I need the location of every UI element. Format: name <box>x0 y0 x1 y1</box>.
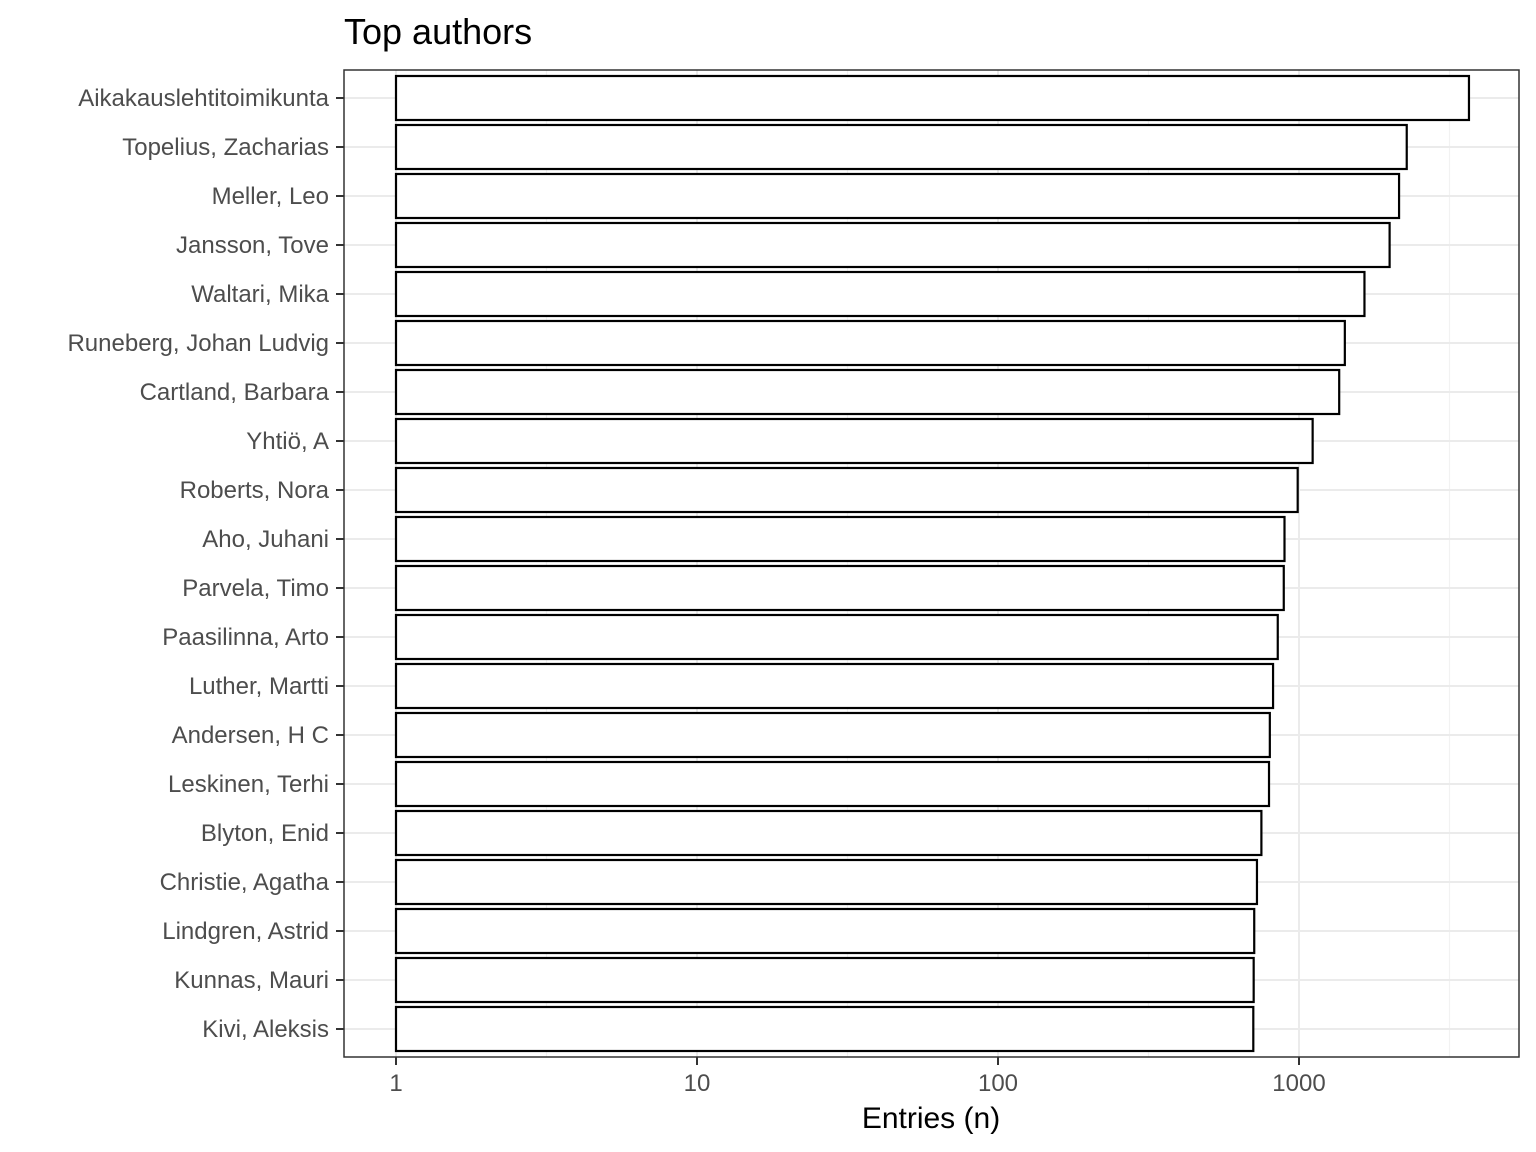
x-axis: 1 10 100 1000 <box>389 1057 1326 1097</box>
x-tick-label: 10 <box>684 1070 711 1097</box>
bar <box>394 711 1271 759</box>
y-tick-label: Lindgren, Astrid <box>162 918 329 945</box>
bar <box>394 809 1263 857</box>
bar <box>394 515 1286 563</box>
bar <box>394 956 1255 1004</box>
bar <box>394 221 1391 269</box>
x-tick-label: 100 <box>978 1070 1018 1097</box>
plot-panel-border <box>343 69 1520 1058</box>
y-tick-label: Christie, Agatha <box>160 869 330 896</box>
y-tick-label: Luther, Martti <box>189 673 329 700</box>
y-tick-label: Cartland, Barbara <box>140 379 330 406</box>
bar <box>394 466 1299 514</box>
y-tick-label: Kunnas, Mauri <box>174 967 329 994</box>
y-tick-label: Roberts, Nora <box>180 477 330 504</box>
y-tick-label: Aho, Juhani <box>202 526 329 553</box>
y-tick-label: Parvela, Timo <box>182 575 329 602</box>
x-tick-label: 1 <box>389 1070 402 1097</box>
y-tick-label: Aikakauslehtitoimikunta <box>78 85 329 112</box>
bar <box>394 564 1285 612</box>
bar <box>394 123 1408 171</box>
y-tick-label: Yhtiö, A <box>246 428 329 455</box>
y-tick-label: Leskinen, Terhi <box>168 771 329 798</box>
bar <box>394 319 1346 367</box>
bar <box>394 1005 1255 1053</box>
bar <box>394 760 1271 808</box>
bar <box>394 368 1341 416</box>
y-tick-label: Paasilinna, Arto <box>162 624 329 651</box>
x-axis-title: Entries (n) <box>862 1102 1000 1135</box>
bar <box>394 858 1259 906</box>
bar <box>394 613 1279 661</box>
y-tick-label: Runeberg, Johan Ludvig <box>67 330 329 357</box>
y-axis: Aikakauslehtitoimikunta Topelius, Zachari… <box>67 85 344 1043</box>
bar <box>394 907 1256 955</box>
y-tick-label: Topelius, Zacharias <box>122 134 329 161</box>
y-tick-label: Jansson, Tove <box>176 232 329 259</box>
y-tick-label: Waltari, Mika <box>191 281 329 308</box>
bar <box>394 270 1366 318</box>
bar <box>394 74 1471 122</box>
x-tick-label: 1000 <box>1272 1070 1325 1097</box>
bar <box>394 172 1401 220</box>
y-tick-label: Andersen, H C <box>172 722 329 749</box>
chart-title: Top authors <box>344 11 532 52</box>
bar <box>394 417 1314 465</box>
y-tick-label: Kivi, Aleksis <box>202 1016 329 1043</box>
bar <box>394 662 1275 710</box>
y-tick-label: Blyton, Enid <box>201 820 329 847</box>
bars <box>394 74 1471 1053</box>
y-tick-label: Meller, Leo <box>212 183 329 210</box>
